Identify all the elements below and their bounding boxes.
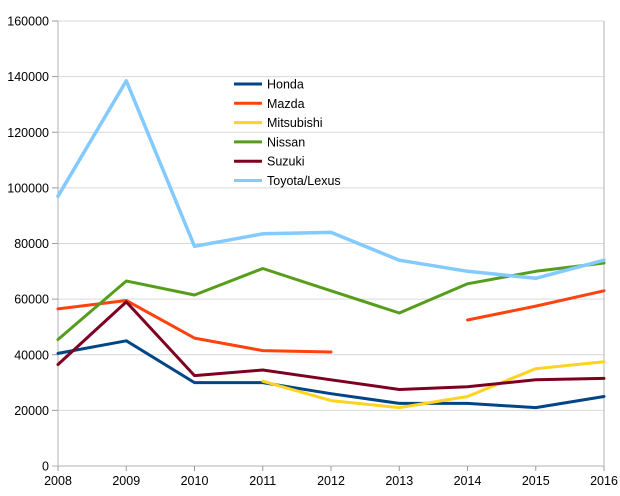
legend-item-toyota-lexus[interactable]: Toyota/Lexus: [234, 174, 341, 188]
x-tick-label: 2012: [317, 474, 345, 488]
x-tick-label: 2013: [385, 474, 413, 488]
series-line-toyota-lexus: [56, 79, 606, 281]
series-line-mitsubishi: [261, 360, 606, 410]
x-tick-label: 2010: [181, 474, 209, 488]
legend-label: Mazda: [267, 97, 305, 111]
legend-item-suzuki[interactable]: Suzuki: [234, 155, 305, 169]
legend-item-honda[interactable]: Honda: [234, 78, 304, 92]
legend-label: Mitsubishi: [267, 116, 323, 130]
y-tick-label: 100000: [7, 181, 49, 195]
y-axis-labels: 0 20000 40000 60000 80000 100000 120000 140000 1…: [7, 15, 49, 474]
legend-item-mazda[interactable]: Mazda: [234, 97, 305, 111]
y-tick-label: 80000: [14, 237, 49, 251]
legend-label: Toyota/Lexus: [267, 174, 341, 188]
legend-item-mitsubishi[interactable]: Mitsubishi: [234, 116, 323, 130]
x-tick-label: 2014: [454, 474, 482, 488]
x-tick-label: 2009: [112, 474, 140, 488]
y-axis-ticks: [52, 20, 58, 467]
x-axis-ticks: [57, 466, 605, 471]
y-tick-label: 0: [42, 460, 49, 474]
x-axis-labels: 2008 2009 2010 2011 2012 2013 2014 2015 2016: [44, 474, 618, 488]
legend-item-nissan[interactable]: Nissan: [234, 135, 305, 149]
legend-label: Nissan: [267, 135, 305, 149]
x-tick-label: 2015: [522, 474, 550, 488]
legend-label: Honda: [267, 78, 304, 92]
x-tick-label: 2016: [590, 474, 618, 488]
x-tick-label: 2008: [44, 474, 72, 488]
series-line-honda: [56, 339, 606, 410]
y-tick-label: 20000: [14, 404, 49, 418]
y-tick-label: 160000: [7, 15, 49, 29]
axes: [52, 21, 605, 467]
y-tick-label: 140000: [7, 70, 49, 84]
legend: Honda Mazda Mitsubishi Nissan Suzuki Toyota/L…: [234, 78, 341, 188]
y-tick-label: 120000: [7, 126, 49, 140]
series-lines: [56, 79, 606, 410]
x-tick-label: 2011: [249, 474, 276, 488]
series-line-suzuki: [56, 300, 606, 391]
legend-label: Suzuki: [267, 155, 305, 169]
series-line-mazda: [56, 289, 606, 354]
y-tick-label: 40000: [14, 348, 49, 362]
y-tick-label: 60000: [14, 293, 49, 307]
